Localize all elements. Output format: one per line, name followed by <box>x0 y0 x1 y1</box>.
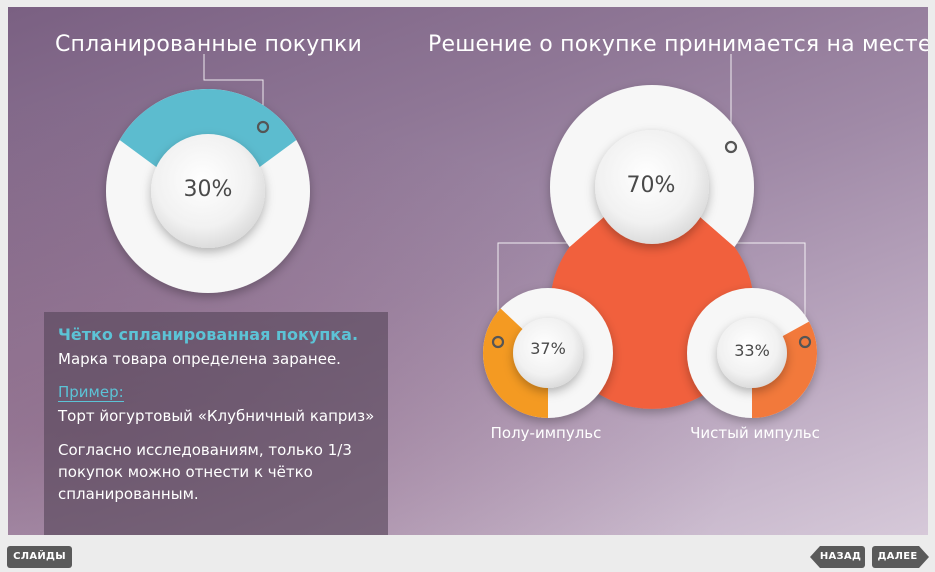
info-paragraph: Согласно исследованиям, только 1/3 покуп… <box>58 441 352 503</box>
back-button[interactable]: НАЗАД <box>810 546 865 568</box>
pct-label-semi: 37% <box>530 339 566 358</box>
bottom-nav-bar <box>0 536 935 572</box>
pct-label-pure: 33% <box>734 341 770 360</box>
info-line1: Марка товара определена заранее. <box>58 350 341 368</box>
label-semi-impulse: Полу-импульс <box>490 424 602 442</box>
info-example-label: Пример: <box>58 383 124 402</box>
pie-semi-marker <box>491 335 505 349</box>
pie-semi-hub <box>513 318 583 388</box>
connector-line-3 <box>497 242 568 342</box>
info-heading: Чётко спланированная покупка. <box>58 325 359 344</box>
slides-button[interactable]: СЛАЙДЫ <box>7 546 72 568</box>
pie-pure-hub <box>717 318 787 388</box>
label-pure-impulse: Чистый импульс <box>690 424 820 442</box>
connector-line-1 <box>203 54 264 127</box>
charts-svg <box>106 54 818 418</box>
pie-charts <box>106 85 818 418</box>
pie-in-store-marker <box>724 140 738 154</box>
title-in-store: Решение о покупке принимается на месте <box>428 32 928 57</box>
pie-planned-hub <box>151 134 265 248</box>
title-planned: Спланированные покупки <box>55 32 363 57</box>
next-button[interactable]: ДАЛЕЕ <box>872 546 929 568</box>
slide-canvas: Спланированные покупки Решение о покупке… <box>8 7 928 535</box>
info-panel: Чётко спланированная покупка. Марка това… <box>44 312 388 535</box>
pct-label-in-store: 70% <box>626 173 676 198</box>
info-example: Торт йогуртовый «Клубничный каприз» <box>58 407 375 425</box>
pie-pure-marker <box>798 335 812 349</box>
pct-label-planned: 30% <box>183 177 233 202</box>
pie-planned-marker <box>256 120 270 134</box>
pie-in-store-hub <box>595 130 709 244</box>
